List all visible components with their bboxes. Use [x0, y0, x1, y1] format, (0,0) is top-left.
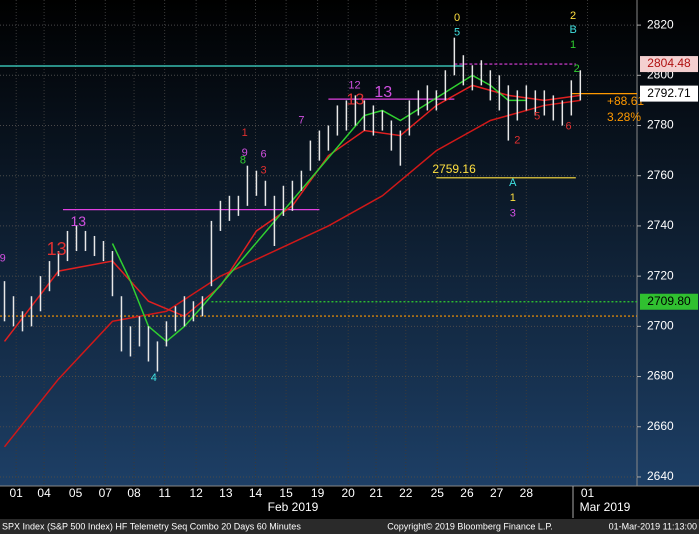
x-tick-label: 04 [37, 486, 51, 500]
labels: 2640266026802700272027402760278028002820… [0, 10, 698, 500]
sequence-label: 6 [566, 121, 572, 133]
sequence-label: 13 [70, 213, 86, 229]
sequence-label: 12 [348, 79, 360, 91]
axis-background [637, 0, 699, 486]
y-tick-label: 2760 [647, 168, 674, 182]
sequence-label: 7 [298, 114, 304, 126]
x-tick-label: 14 [249, 486, 263, 500]
x-tick-label: 28 [520, 486, 534, 500]
x-tick-label: 01 [581, 486, 595, 500]
y-tick-label: 2780 [647, 118, 674, 132]
y-tick-label: 2640 [647, 469, 674, 483]
sequence-label: 8 [240, 155, 246, 167]
month-label: Mar 2019 [580, 500, 631, 514]
y-tick-label: 2720 [647, 268, 674, 282]
sequence-label: 13 [374, 84, 392, 101]
y-tick-label: 2700 [647, 319, 674, 333]
sequence-label: 13 [47, 239, 67, 259]
x-tick-label: 15 [279, 486, 293, 500]
change-label: +88.61 [607, 94, 644, 108]
x-tick-label: 13 [219, 486, 233, 500]
value-box [640, 293, 698, 310]
sequence-label: 3 [261, 165, 267, 177]
y-tick-label: 2660 [647, 419, 674, 433]
x-tick-label: 19 [311, 486, 325, 500]
y-tick-label: 2740 [647, 218, 674, 232]
sequence-label: 9 [242, 147, 248, 159]
sequence-label: 0 [454, 12, 460, 24]
sequence-label: 2 [514, 134, 520, 146]
value-box [640, 85, 698, 102]
month-label: Feb 2019 [268, 500, 319, 514]
footer-copyright: Copyright© 2019 Bloomberg Finance L.P. [387, 521, 553, 531]
sequence-label: 2 [574, 63, 580, 75]
x-tick-label: 20 [342, 486, 356, 500]
value-label: 2792.71 [647, 86, 691, 100]
x-tick-label: 27 [490, 486, 504, 500]
x-tick-label: 25 [431, 486, 445, 500]
x-tick-label: 07 [99, 486, 113, 500]
x-tick-label: 12 [189, 486, 203, 500]
plot [0, 37, 637, 448]
sequence-label: A [509, 177, 517, 189]
sequence-label: 3 [510, 207, 516, 219]
sequence-label: 5 [454, 27, 460, 39]
y-tick-label: 2680 [647, 369, 674, 383]
x-tick-label: 11 [158, 486, 171, 500]
x-tick-label: 05 [69, 486, 83, 500]
sequence-label: 9 [0, 252, 6, 264]
sequence-label: B [569, 24, 576, 36]
change-pct: 3.28% [607, 110, 641, 124]
x-tick-label: 01 [10, 486, 24, 500]
sequence-label: 1 [570, 39, 576, 51]
plot-background [0, 0, 637, 486]
value-label: 2804.48 [647, 56, 691, 70]
sequence-label: 13 [346, 92, 364, 109]
value-label: 2759.16 [432, 162, 476, 176]
value-label: 2709.80 [647, 294, 691, 308]
x-tick-label: 22 [399, 486, 413, 500]
grid [0, 0, 641, 486]
sequence-label: 5 [534, 111, 540, 123]
sequence-label: 2 [570, 10, 576, 22]
x-tick-label: 26 [460, 486, 474, 500]
sequence-label: 1 [510, 192, 516, 204]
sequence-label: 1 [242, 127, 248, 139]
footer [0, 519, 699, 534]
sequence-label: 6 [261, 148, 267, 160]
x-tick-label: 21 [369, 486, 383, 500]
value-box [640, 56, 698, 73]
sequence-label: 4 [151, 372, 157, 384]
indicator-line [3, 99, 581, 448]
y-tick-label: 2820 [647, 17, 674, 31]
footer-left: SPX Index (S&P 500 Index) HF Telemetry S… [2, 521, 301, 531]
footer-date: 01-Mar-2019 11:13:00 [609, 521, 697, 531]
x-tick-label: 08 [127, 486, 141, 500]
